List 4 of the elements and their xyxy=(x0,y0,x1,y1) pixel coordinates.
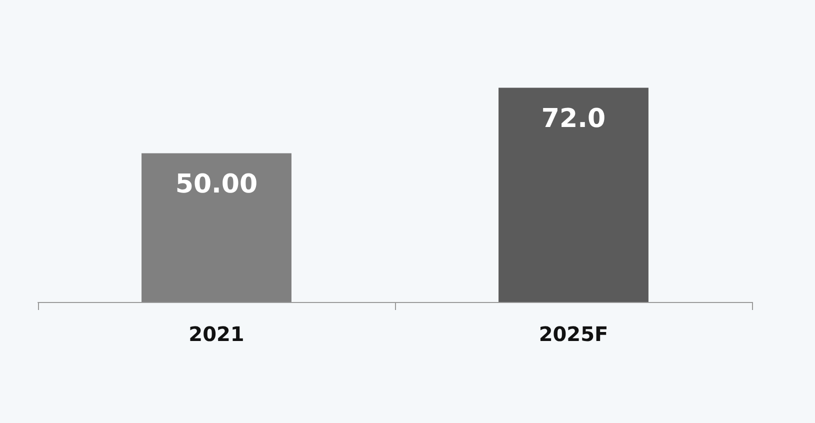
data-label: 50.00 xyxy=(175,169,258,200)
x-tick-label: 2021 xyxy=(188,322,244,346)
data-label: 72.0 xyxy=(541,104,606,134)
x-tick-label: 2025F xyxy=(538,322,608,346)
